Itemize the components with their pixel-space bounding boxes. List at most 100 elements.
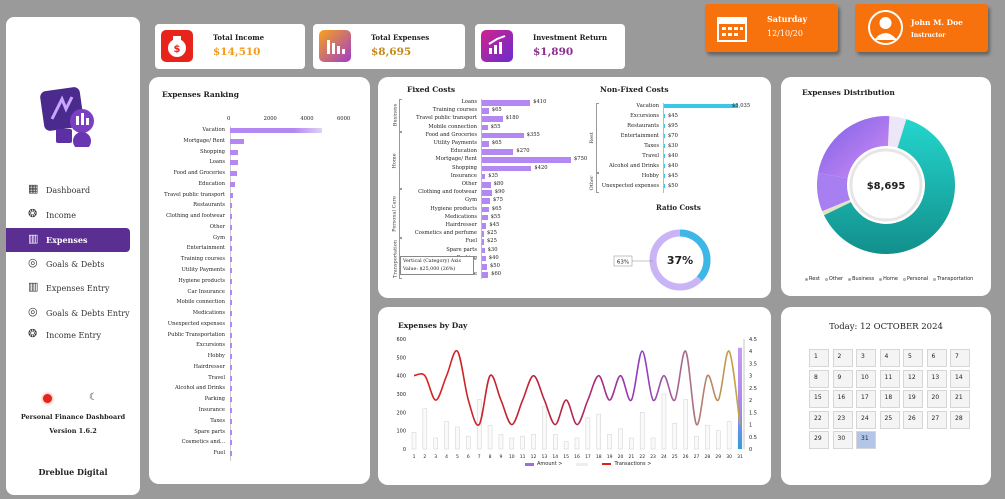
calendar-day[interactable]: 26 [903, 410, 923, 429]
calendar-day[interactable]: 12 [903, 369, 923, 388]
ranking-bar[interactable] [230, 440, 232, 446]
ranking-bar[interactable] [230, 332, 232, 338]
fixed-bar[interactable] [481, 149, 514, 155]
legend-item[interactable]: Personal [902, 276, 928, 282]
donut-slice-home[interactable] [818, 115, 890, 179]
calendar-day[interactable]: 30 [832, 431, 853, 449]
ranking-bar[interactable] [230, 375, 232, 381]
ranking-bar[interactable] [230, 160, 238, 166]
ranking-bar[interactable] [230, 214, 232, 220]
nav-item-goals-debts-entry[interactable]: ◎ Goals & Debts Entry [6, 301, 130, 325]
calendar-day[interactable]: 13 [926, 369, 947, 388]
ranking-bar[interactable] [230, 128, 323, 133]
ranking-bar[interactable] [230, 289, 232, 295]
ranking-bar[interactable] [230, 364, 232, 370]
amount-bar[interactable] [574, 437, 580, 450]
fixed-bar[interactable] [481, 100, 531, 106]
amount-bar[interactable] [455, 426, 460, 450]
nonfixed-bar[interactable] [663, 164, 665, 168]
amount-bar[interactable] [487, 424, 493, 450]
amount-bar[interactable] [411, 432, 417, 450]
ranking-bar[interactable] [230, 192, 234, 198]
amount-bar[interactable] [607, 434, 612, 450]
ranking-bar[interactable] [230, 397, 232, 403]
amount-bar[interactable] [444, 421, 449, 450]
amount-bar[interactable] [585, 417, 591, 450]
calendar-day[interactable]: 20 [926, 390, 947, 408]
calendar-day[interactable]: 9 [832, 369, 853, 388]
amount-bar[interactable] [531, 434, 536, 450]
status-indicator[interactable] [43, 394, 52, 403]
fixed-bar[interactable] [481, 272, 489, 278]
calendar-day[interactable]: 2 [832, 349, 853, 367]
amount-bar[interactable] [520, 435, 525, 450]
calendar-day[interactable]: 27 [926, 410, 947, 429]
nonfixed-bar[interactable] [663, 134, 665, 138]
ranking-bar[interactable] [230, 311, 232, 317]
calendar-day[interactable]: 8 [809, 369, 829, 388]
calendar-day[interactable]: 14 [950, 369, 970, 388]
nonfixed-bar[interactable] [663, 154, 665, 158]
amount-bar[interactable] [466, 435, 471, 450]
nonfixed-bar[interactable] [663, 174, 665, 178]
ranking-bar[interactable] [230, 418, 232, 424]
calendar-day[interactable]: 21 [950, 390, 970, 408]
calendar-day[interactable]: 11 [879, 369, 900, 388]
fixed-bar[interactable] [481, 206, 489, 213]
legend-item[interactable]: Other [824, 276, 843, 282]
fixed-bar[interactable] [481, 255, 486, 262]
calendar-day[interactable]: 4 [879, 349, 900, 367]
fixed-bar[interactable] [481, 182, 491, 188]
user-card[interactable]: John M. Doe Instructor [855, 4, 988, 52]
amount-bar[interactable] [542, 406, 547, 450]
fixed-bar[interactable] [481, 108, 489, 114]
calendar-day[interactable]: 16 [832, 390, 853, 408]
legend-item[interactable]: Transportation [933, 276, 973, 282]
amount-bar[interactable] [563, 441, 569, 450]
nav-item-income[interactable]: ❂ Income [6, 203, 130, 227]
amount-bar[interactable] [553, 434, 558, 450]
ranking-bar[interactable] [230, 354, 232, 360]
amount-bar[interactable] [672, 423, 678, 450]
amount-bar[interactable] [639, 412, 645, 450]
calendar-day[interactable]: 23 [832, 410, 853, 429]
donut-slice-personal[interactable] [887, 116, 907, 148]
fixed-bar[interactable] [481, 132, 524, 139]
amount-bar[interactable] [694, 435, 699, 450]
ranking-bar[interactable] [230, 138, 244, 144]
calendar-day[interactable]: 6 [926, 349, 947, 367]
calendar-day[interactable]: 7 [950, 349, 970, 367]
ranking-bar[interactable] [230, 321, 232, 327]
fixed-bar[interactable] [481, 141, 489, 147]
transactions-line[interactable] [413, 349, 741, 426]
amount-bar[interactable] [596, 413, 601, 450]
fixed-bar[interactable] [481, 239, 484, 245]
dark-mode-icon[interactable]: ☾ [89, 392, 98, 403]
calendar-day[interactable]: 17 [856, 390, 876, 408]
calendar-day[interactable]: 3 [856, 349, 876, 367]
calendar-day[interactable]: 18 [879, 390, 900, 408]
ranking-bar[interactable] [230, 149, 238, 155]
fixed-bar[interactable] [481, 214, 488, 221]
calendar-day[interactable]: 29 [809, 431, 829, 449]
amount-bar[interactable] [716, 430, 721, 450]
ranking-bar[interactable] [230, 451, 232, 457]
ranking-bar[interactable] [230, 343, 232, 349]
nav-item-expenses-entry[interactable]: ▥ Expenses Entry [6, 276, 130, 300]
fixed-bar[interactable] [481, 116, 503, 122]
ranking-bar[interactable] [230, 429, 232, 435]
amount-bar[interactable] [705, 424, 710, 450]
calendar-day[interactable]: 22 [809, 410, 829, 429]
fixed-bar[interactable] [481, 190, 492, 196]
ranking-bar[interactable] [230, 300, 232, 306]
legend-item[interactable]: Business [848, 276, 874, 282]
nav-item-income-entry[interactable]: ❂ Income Entry [6, 323, 130, 347]
fixed-bar[interactable] [481, 231, 484, 237]
ranking-bar[interactable] [230, 203, 232, 209]
calendar-day[interactable]: 1 [809, 349, 829, 367]
legend-item[interactable]: Rest [805, 276, 820, 282]
ranking-bar[interactable] [230, 246, 232, 252]
amount-bar[interactable] [683, 399, 688, 450]
ranking-bar[interactable] [230, 257, 232, 263]
fixed-bar[interactable] [481, 247, 485, 254]
